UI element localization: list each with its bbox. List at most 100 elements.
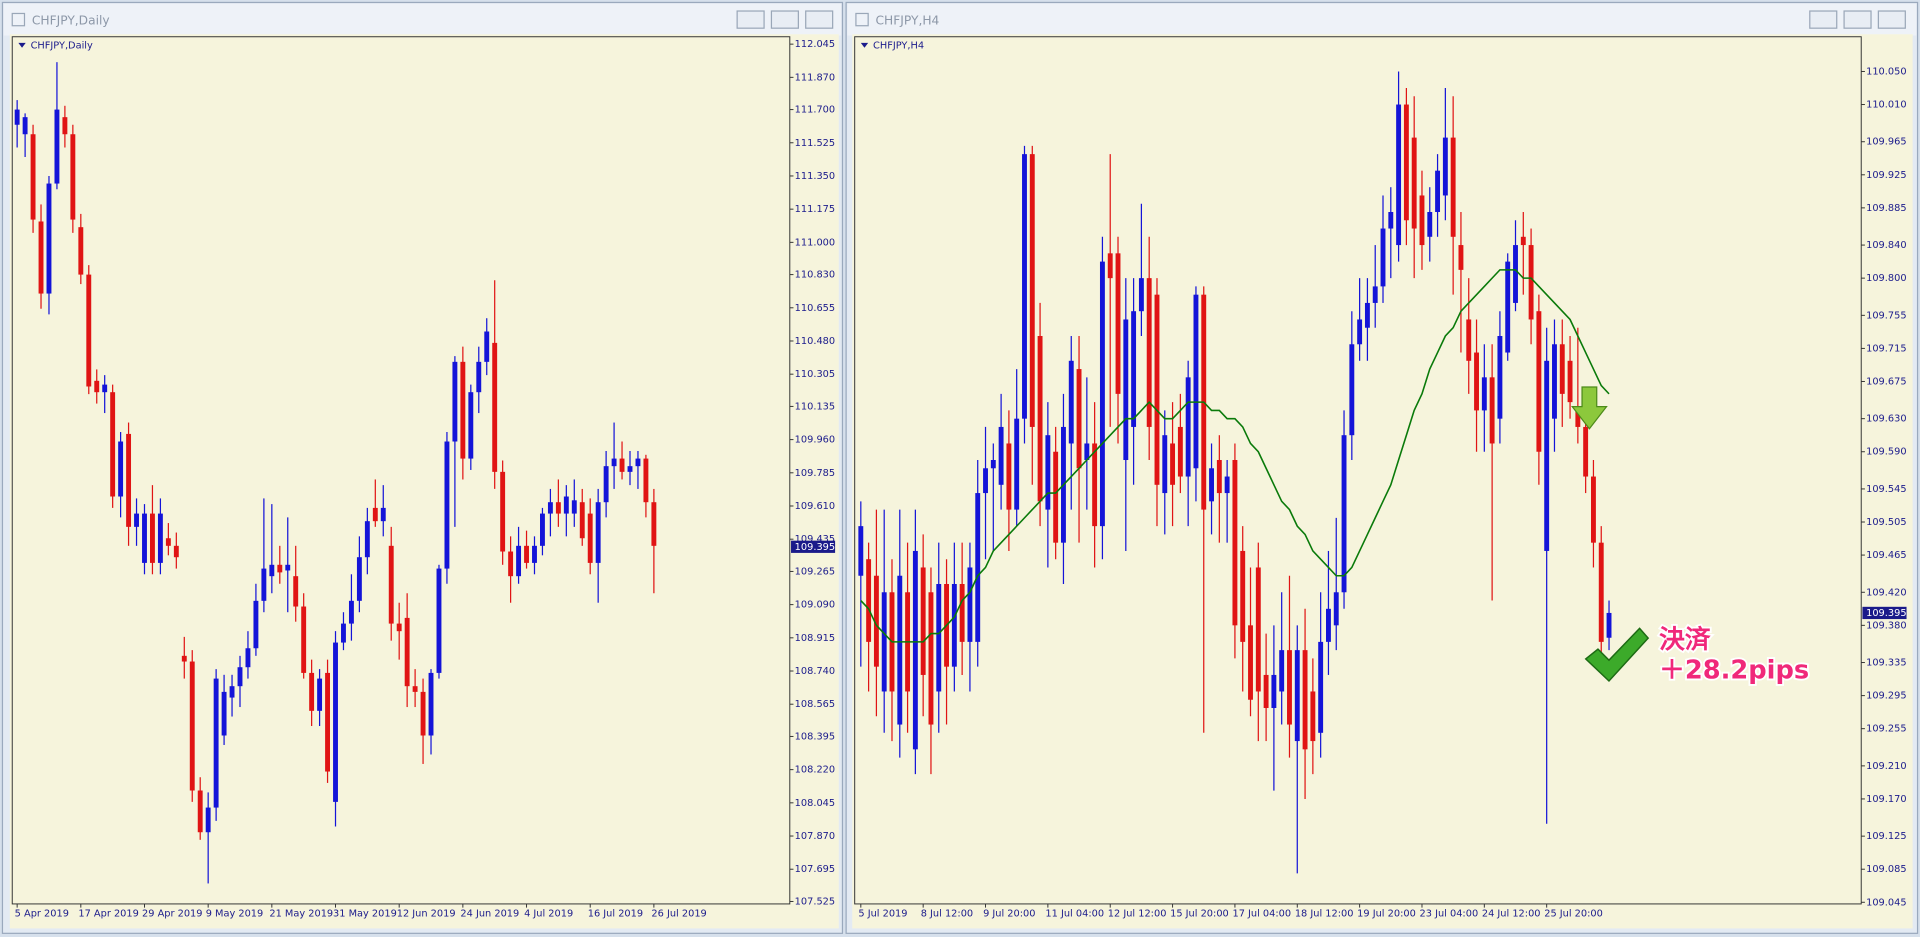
y-tick-label: 109.210	[1866, 761, 1906, 772]
candle-body	[1092, 443, 1098, 527]
candle-body	[1318, 641, 1324, 733]
y-tick-label: 110.830	[795, 270, 835, 281]
candle-body	[452, 361, 458, 442]
y-tick-label: 108.045	[795, 798, 835, 809]
y-tick-label: 109.295	[1866, 691, 1906, 702]
candle-body	[1388, 212, 1394, 229]
chart-label: CHFJPY,Daily	[31, 40, 93, 51]
annotation-layer: 決済 ＋28.2pips	[1570, 386, 1811, 688]
candle-body	[643, 458, 649, 503]
candle-body	[873, 575, 879, 667]
y-tick-label: 109.170	[1866, 794, 1906, 805]
plot-frame	[854, 36, 1862, 905]
candle-body	[975, 493, 981, 642]
candle-body	[1474, 352, 1479, 411]
candle-body	[1505, 261, 1511, 353]
candle-body	[603, 466, 609, 503]
chart-menu-arrow[interactable]	[860, 42, 869, 48]
y-tick-label: 109.800	[1866, 273, 1906, 284]
candle-body	[912, 550, 918, 750]
candle-body	[70, 134, 76, 220]
candle-body	[959, 584, 965, 642]
candle-body	[134, 513, 139, 527]
candle-body	[380, 507, 386, 522]
y-tick-label: 108.395	[795, 731, 835, 742]
candle-body	[173, 545, 179, 558]
candle-body	[484, 331, 490, 362]
x-tick-label: 25 Jul 20:00	[1544, 909, 1603, 920]
candle-body	[372, 507, 378, 522]
y-tick-label: 111.175	[795, 204, 835, 215]
candle-body	[1544, 360, 1550, 551]
candle-body	[532, 545, 537, 563]
candle-body	[245, 648, 251, 668]
candle-body	[1029, 154, 1035, 427]
candle-body	[253, 600, 259, 649]
candle-body	[142, 513, 147, 563]
candle-body	[1255, 567, 1261, 692]
candle-body	[1536, 311, 1542, 452]
candle-body	[1123, 319, 1129, 461]
candle-body	[563, 496, 569, 514]
candle-body	[1138, 278, 1144, 312]
candle-body	[1559, 344, 1565, 394]
candle-body	[444, 441, 450, 569]
last-price-tag	[791, 540, 836, 553]
close-button[interactable]	[1877, 10, 1906, 29]
x-tick-label: 8 Jul 12:00	[921, 909, 973, 920]
y-tick-label: 109.715	[1866, 343, 1906, 354]
minimize-button[interactable]	[1809, 10, 1838, 29]
candle-body	[1481, 377, 1487, 411]
candle-body	[396, 623, 402, 632]
y-tick-label: 109.085	[1866, 864, 1906, 875]
candle-body	[500, 471, 506, 552]
candle-body	[1302, 650, 1308, 750]
chart-menu-arrow[interactable]	[18, 42, 26, 48]
candle-body	[998, 426, 1004, 485]
candle-body	[866, 559, 872, 642]
candle-body	[1575, 410, 1581, 427]
candle-body	[1294, 650, 1300, 742]
title-bar	[847, 3, 1917, 36]
candle-body	[333, 642, 338, 802]
close-button[interactable]	[805, 10, 834, 29]
candle-body	[1185, 377, 1191, 477]
candle-body	[1263, 674, 1269, 709]
y-tick-label: 110.480	[795, 336, 835, 347]
restore-button[interactable]	[770, 10, 799, 29]
restore-button[interactable]	[1843, 10, 1872, 29]
candle-body	[1146, 278, 1152, 427]
y-tick-label: 109.125	[1866, 831, 1906, 842]
y-tick-label: 109.045	[1866, 897, 1906, 908]
candle-body	[540, 513, 545, 546]
candle-body	[46, 183, 52, 294]
y-tick-label: 109.265	[795, 566, 835, 577]
candle-body	[420, 691, 426, 736]
window-icon	[855, 12, 869, 27]
candle-body	[356, 557, 362, 601]
candle-body	[951, 584, 957, 667]
y-tick-label: 109.630	[1866, 414, 1906, 425]
candle-body	[460, 361, 466, 459]
candle-body	[1131, 311, 1137, 427]
minimize-button[interactable]	[736, 10, 765, 29]
candle-body	[1224, 476, 1230, 494]
candle-body	[571, 500, 577, 514]
candle-body	[1583, 426, 1589, 477]
candle-body	[317, 678, 323, 711]
candle-body	[1458, 245, 1464, 270]
candle-body	[1053, 451, 1059, 543]
candle-body	[651, 502, 657, 546]
candle-body	[157, 513, 163, 563]
candle-body	[205, 807, 211, 833]
y-tick-label: 111.700	[795, 105, 835, 116]
candle-body	[301, 606, 307, 673]
candle-body	[1216, 460, 1222, 494]
candle-body	[22, 117, 28, 135]
candle-body	[221, 691, 227, 736]
candle-body	[1068, 360, 1074, 444]
candle-body	[1279, 650, 1285, 692]
x-tick-label: 11 Jul 04:00	[1045, 909, 1104, 920]
candle-body	[86, 274, 92, 387]
